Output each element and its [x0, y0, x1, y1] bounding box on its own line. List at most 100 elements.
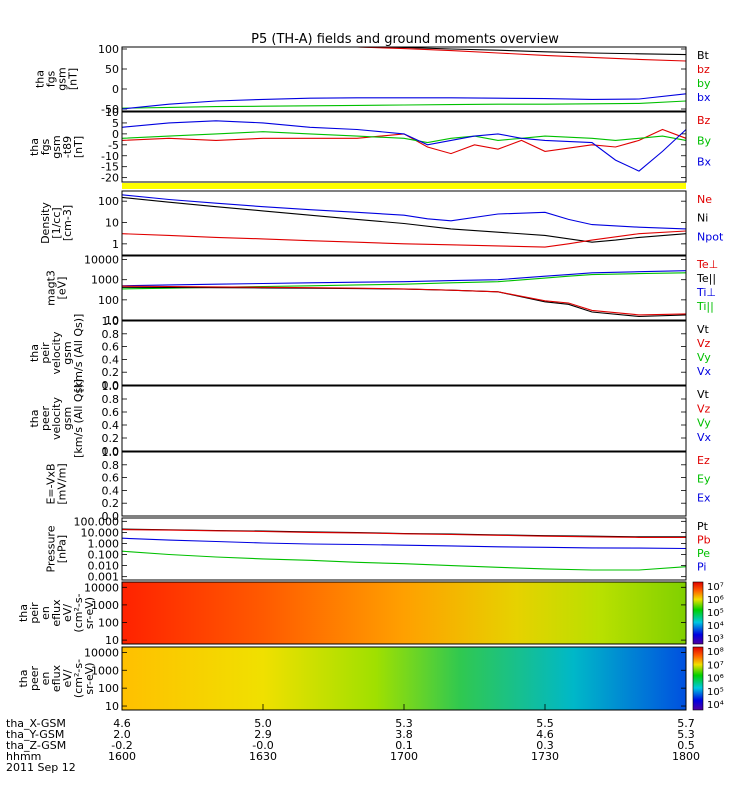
y-tick-label: 0	[112, 83, 119, 96]
series-line-1	[121, 270, 687, 287]
y-tick-label: -10	[101, 150, 119, 163]
x-row-value: 5.5	[536, 717, 554, 730]
legend-Npot: Npot	[697, 230, 724, 243]
spectrogram-image	[122, 647, 686, 710]
y-axis-label: tha	[17, 604, 30, 622]
legend-By: By	[697, 135, 712, 148]
series-line-3	[121, 537, 687, 550]
x-row-label: tha_Z-GSM	[6, 739, 66, 752]
x-row-value: 4.6	[536, 728, 554, 741]
panel-3	[122, 183, 686, 189]
y-axis-label: tha	[28, 344, 41, 362]
y-axis-label: gsm	[56, 67, 69, 90]
spectrogram-image	[122, 582, 686, 644]
y-tick-label: 0.2	[102, 366, 120, 379]
y-axis-label: [nT]	[67, 68, 80, 90]
legend-bx: bx	[697, 91, 711, 104]
y-tick-label: 1.0	[102, 380, 120, 393]
x-row-value: 0.3	[536, 739, 554, 752]
x-row-value: 0.5	[677, 739, 695, 752]
panel-4: 1 10 100 Density[1/cc][cm-3] Ne Ni Npot	[39, 190, 724, 256]
y-axis-label: eflux	[50, 664, 63, 692]
y-tick-label: 0.0	[102, 510, 120, 523]
x-row-value: 1600	[108, 750, 136, 763]
panel-frame	[121, 46, 687, 112]
y-axis-label: tha	[17, 669, 30, 687]
x-row-value: -0.0	[252, 739, 273, 752]
colorbar-label: 10³	[707, 634, 724, 645]
legend-Pe: Pe	[697, 547, 710, 560]
y-tick-label: 0.4	[102, 484, 120, 497]
x-row-value: 3.8	[395, 728, 413, 741]
y-tick-label: 100	[98, 682, 119, 695]
y-axis-label: magt3	[45, 270, 58, 306]
panel-frame	[121, 190, 687, 256]
x-row-value: -0.2	[111, 739, 132, 752]
legend-Vy: Vy	[697, 417, 711, 430]
legend-Ti⊥: Ti⊥	[696, 286, 716, 299]
y-tick-label: 0.010	[88, 560, 120, 573]
colorbar-label: 10⁷	[707, 660, 724, 671]
y-axis-label: [1/cc]	[50, 207, 63, 238]
legend-Pt: Pt	[697, 520, 709, 533]
y-tick-label: 0.4	[102, 419, 120, 432]
y-axis-label: [km/s (All Qs)]	[72, 379, 85, 458]
y-tick-label: 0.8	[102, 393, 120, 406]
x-row-label: tha_Y-GSM	[6, 728, 64, 741]
y-tick-label: 100	[98, 616, 119, 629]
panel-7: 0.00.20.40.60.81.0thapeervelocitygsm[km/…	[28, 379, 712, 458]
colorbar-label: 10⁴	[707, 700, 724, 711]
y-tick-label: 0.6	[102, 406, 120, 419]
legend-Ne: Ne	[697, 193, 712, 206]
y-tick-label: 10	[105, 106, 119, 119]
legend-Bt: Bt	[697, 49, 710, 62]
legend-bz: bz	[697, 63, 710, 76]
y-axis-label: [mV/m]	[56, 463, 69, 504]
panel-frame	[121, 320, 687, 386]
legend-Ti||: Ti||	[696, 300, 714, 313]
y-tick-label: 100	[98, 43, 119, 56]
series-line-1	[121, 128, 687, 155]
panel-frame	[121, 385, 687, 452]
y-tick-label: 1000	[91, 274, 119, 287]
y-axis-label: (cm²-s-	[72, 659, 85, 698]
legend-Vt: Vt	[697, 323, 710, 336]
y-axis-label: gsm	[61, 341, 74, 364]
legend-Vz: Vz	[697, 337, 711, 350]
y-axis-label: (cm²-s-	[72, 593, 85, 632]
date-label: 2011 Sep 12	[6, 761, 76, 774]
panel-frame	[121, 111, 687, 183]
x-row-value: 5.3	[395, 717, 413, 730]
series-line-2	[121, 529, 686, 538]
y-axis-label: Density	[39, 202, 52, 244]
colorbar-label: 10⁴	[707, 621, 724, 632]
y-tick-label: 1.0	[102, 446, 120, 459]
legend-Te⊥: Te⊥	[696, 258, 718, 271]
y-tick-label: 1000	[91, 664, 119, 677]
x-row-value: 5.3	[677, 728, 695, 741]
y-axis-label: peer	[28, 666, 41, 692]
y-axis-label: Pressure	[45, 525, 58, 572]
colorbar-label: 10⁷	[707, 582, 724, 593]
y-axis-label: peir	[28, 602, 41, 624]
y-tick-label: 0	[112, 128, 119, 141]
panel-frame	[121, 451, 687, 517]
y-tick-label: 10000	[84, 581, 119, 594]
y-tick-label: 0.001	[88, 571, 120, 584]
y-tick-label: 10000	[84, 646, 119, 659]
y-axis-label: sr-eV)	[83, 662, 96, 694]
y-axis-label: [eV]	[56, 277, 69, 300]
y-axis-label: tha	[28, 138, 41, 156]
y-tick-label: 0.6	[102, 341, 120, 354]
panel-frame	[121, 581, 687, 645]
y-tick-label: 0.0	[102, 379, 120, 392]
y-tick-label: -50	[101, 103, 119, 116]
series-line-3	[121, 100, 687, 109]
x-row-value: 2.9	[254, 728, 272, 741]
legend-Ex: Ex	[697, 491, 711, 504]
y-tick-label: 10.000	[81, 526, 120, 539]
legend-Vx: Vx	[697, 365, 712, 378]
y-tick-label: 0.4	[102, 353, 120, 366]
